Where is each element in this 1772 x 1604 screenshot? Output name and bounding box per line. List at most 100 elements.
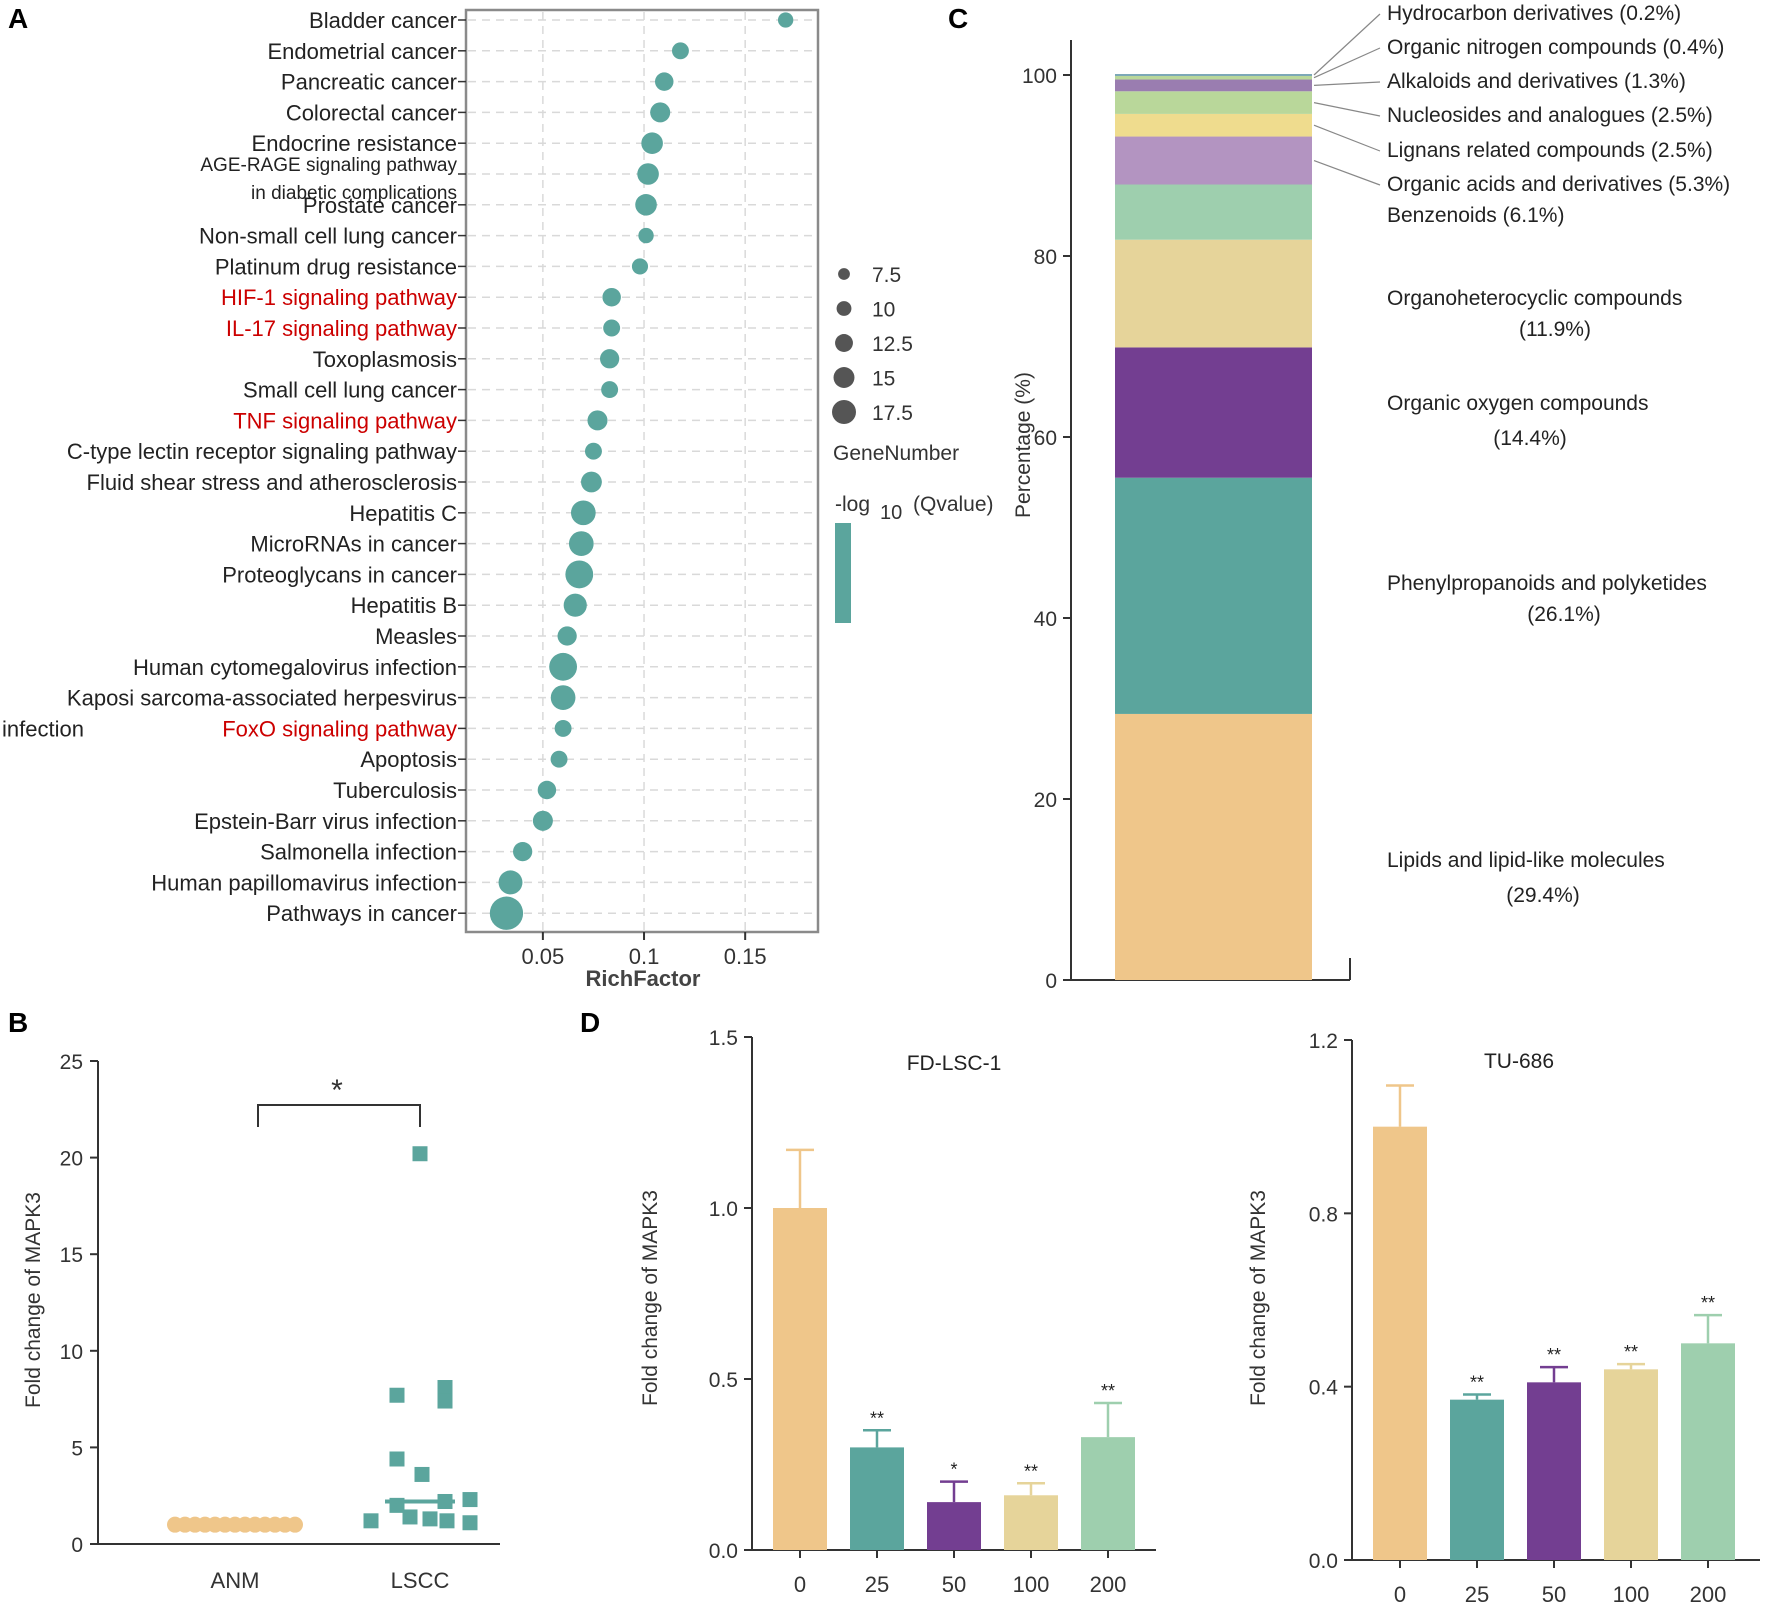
stack-segment bbox=[1115, 477, 1312, 714]
y-tick-label: 60 bbox=[1034, 427, 1057, 450]
data-point bbox=[513, 841, 533, 862]
y-tick-label: 80 bbox=[1034, 246, 1057, 269]
data-point bbox=[570, 500, 596, 526]
significance-mark: ** bbox=[1547, 1345, 1561, 1365]
data-point bbox=[602, 287, 621, 307]
panel-c-stacked-bar: 0 20 40 60 80 100 Percentage (%) Hydrocarbon … bbox=[1012, 2, 1730, 993]
row-label: Small cell lung cancer bbox=[243, 378, 457, 403]
size-legend-dot bbox=[835, 334, 853, 352]
size-legend-label: 12.5 bbox=[872, 333, 913, 356]
stack-segment bbox=[1115, 239, 1312, 348]
row-label: Prostate cancer bbox=[303, 193, 457, 218]
lscc-point bbox=[422, 1511, 438, 1527]
panel-d-fdlsc1-bars: 0.0 0.5 1.0 1.5 0 ** 25 * 50 ** 100 ** 200 FD-LSC-1… bbox=[639, 1027, 1156, 1597]
row-label: Kaposi sarcoma-associated herpesvirus bbox=[67, 686, 457, 711]
y-axis-label: Fold change of MAPK3 bbox=[639, 1190, 662, 1406]
size-legend-label: 7.5 bbox=[872, 264, 901, 287]
panel-a-letter: A bbox=[8, 3, 28, 34]
size-legend-dot bbox=[833, 367, 855, 388]
label-nucleosides: Nucleosides and analogues (2.5%) bbox=[1387, 104, 1713, 127]
x-tick-label: 50 bbox=[942, 1572, 966, 1597]
lscc-point bbox=[462, 1515, 478, 1531]
data-point bbox=[557, 626, 577, 646]
x-tick-label: 0.15 bbox=[724, 944, 767, 969]
row-label: AGE-RAGE signaling pathway bbox=[200, 155, 457, 176]
stack-segment bbox=[1115, 184, 1312, 240]
row-label: Tuberculosis bbox=[333, 778, 457, 803]
label-hydrocarbon: Hydrocarbon derivatives (0.2%) bbox=[1387, 2, 1681, 25]
y-tick-label: 1.5 bbox=[709, 1027, 738, 1050]
lscc-point bbox=[437, 1380, 453, 1396]
label-organic-oxygen: Organic oxygen compounds bbox=[1387, 392, 1649, 415]
x-tick-label: 0.1 bbox=[629, 944, 660, 969]
pct-lipids: (29.4%) bbox=[1506, 884, 1580, 907]
y-tick-label: 40 bbox=[1034, 608, 1057, 631]
y-tick-label: 15 bbox=[60, 1244, 83, 1267]
data-point bbox=[777, 12, 794, 28]
stack-segment bbox=[1115, 91, 1312, 114]
data-point bbox=[638, 227, 654, 244]
row-label: Apoptosis bbox=[360, 747, 457, 772]
y-tick-label: 20 bbox=[1034, 789, 1057, 812]
panel-a-dotplot: Bladder cancer Endometrial cancer Pancreat… bbox=[2, 8, 994, 991]
lscc-point bbox=[363, 1513, 379, 1529]
y-tick-label: 0 bbox=[71, 1534, 83, 1557]
lscc-point bbox=[389, 1387, 405, 1403]
category-anm: ANM bbox=[211, 1568, 260, 1593]
panel-c-letter: C bbox=[948, 3, 968, 34]
row-label: Toxoplasmosis bbox=[313, 347, 457, 372]
y-axis-label: Fold change of MAPK3 bbox=[1247, 1190, 1270, 1406]
data-point bbox=[637, 163, 659, 185]
label-alkaloids: Alkaloids and derivatives (1.3%) bbox=[1387, 70, 1686, 93]
data-point bbox=[581, 471, 602, 493]
panel-d-tu686-bars: 0.00.40.81.2 0**25**50**100**200 TU-686 … bbox=[1247, 1030, 1760, 1604]
row-label: Non-small cell lung cancer bbox=[199, 224, 457, 249]
data-point bbox=[641, 132, 663, 154]
y-tick-label: 25 bbox=[60, 1051, 83, 1074]
data-point bbox=[554, 719, 572, 737]
lscc-point bbox=[402, 1509, 418, 1525]
lscc-point bbox=[389, 1451, 405, 1467]
data-point bbox=[603, 319, 621, 337]
data-point bbox=[601, 381, 619, 399]
x-tick-label: 200 bbox=[1090, 1572, 1127, 1597]
label-organic-nitrogen: Organic nitrogen compounds (0.4%) bbox=[1387, 36, 1724, 59]
row-label-prefix: infection bbox=[2, 716, 84, 741]
y-tick-label: 20 bbox=[60, 1148, 83, 1171]
y-tick-label: 0.8 bbox=[1309, 1203, 1338, 1226]
data-point bbox=[565, 560, 594, 589]
size-legend-label: 17.5 bbox=[872, 402, 913, 425]
row-label: Salmonella infection bbox=[260, 840, 457, 865]
y-tick-label: 0.5 bbox=[709, 1369, 738, 1392]
row-label: Endocrine resistance bbox=[252, 131, 457, 156]
stack-segment bbox=[1115, 136, 1312, 185]
significance-mark: ** bbox=[1624, 1342, 1638, 1362]
x-tick-label: 25 bbox=[865, 1572, 889, 1597]
label-phenylpropanoids: Phenylpropanoids and polyketides bbox=[1387, 572, 1707, 595]
data-point bbox=[489, 896, 524, 930]
y-tick-label: 0.4 bbox=[1309, 1377, 1339, 1400]
data-point bbox=[568, 531, 594, 556]
leader-line bbox=[1313, 102, 1381, 117]
row-label: Measles bbox=[375, 624, 457, 649]
anm-point bbox=[287, 1516, 303, 1533]
label-lignans: Lignans related compounds (2.5%) bbox=[1387, 139, 1713, 162]
data-point bbox=[671, 42, 689, 60]
bar bbox=[1604, 1369, 1658, 1560]
row-label: Human cytomegalovirus infection bbox=[133, 655, 457, 680]
row-label: Hepatitis B bbox=[351, 593, 457, 618]
y-tick-label: 1.2 bbox=[1309, 1030, 1338, 1053]
data-point bbox=[563, 593, 587, 617]
row-label: Bladder cancer bbox=[309, 8, 457, 33]
label-organic-acids: Organic acids and derivatives (5.3%) bbox=[1387, 173, 1730, 196]
color-legend-title: -log bbox=[835, 493, 870, 516]
y-tick-label: 1.0 bbox=[709, 1198, 738, 1221]
pct-organic-oxygen: (14.4%) bbox=[1493, 427, 1567, 450]
leader-line bbox=[1313, 124, 1381, 152]
label-benzenoids: Benzenoids (6.1%) bbox=[1387, 204, 1564, 227]
data-point bbox=[600, 349, 620, 369]
leader-line bbox=[1313, 81, 1381, 87]
row-label-line2: in diabetic complications bbox=[251, 183, 457, 204]
bar bbox=[1373, 1126, 1427, 1560]
color-legend-subscript: 10 bbox=[880, 502, 902, 524]
